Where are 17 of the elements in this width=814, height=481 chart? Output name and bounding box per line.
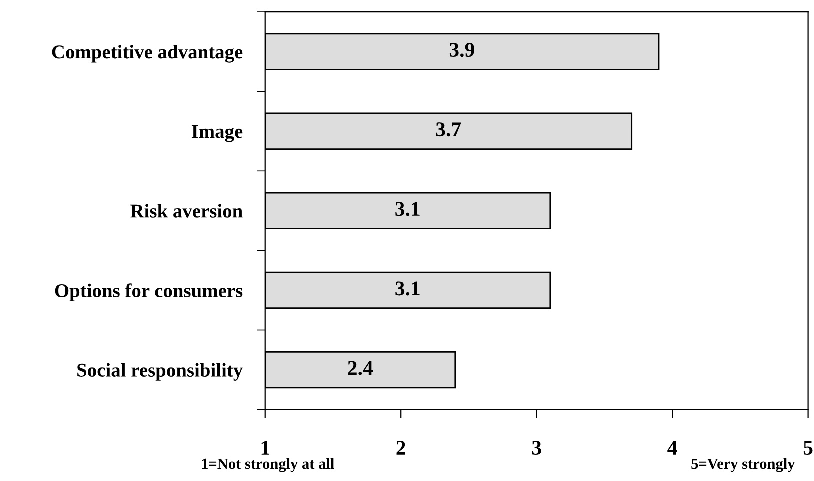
data-label: 3.1 <box>396 202 420 216</box>
x-tick-label: 4 <box>668 441 678 455</box>
x-tick-label: 2 <box>396 441 406 455</box>
y-tick-label: Risk aversion <box>130 204 243 218</box>
x-tick-label: 3 <box>532 441 542 456</box>
text: 5=Very strongly <box>692 458 796 472</box>
x-tick-label: 5 <box>804 441 813 456</box>
y-tick-label: Options for consumers <box>55 284 243 302</box>
y-tick-label: Competitive advantage <box>52 45 243 63</box>
y-tick-label: Social responsibility <box>78 363 243 381</box>
y-tick-label: Image <box>192 125 243 142</box>
data-label: 3.1 <box>396 282 420 296</box>
data-label: 2.4 <box>348 361 374 376</box>
text: 1=Not strongly at all <box>202 458 334 472</box>
data-label: 3.9 <box>450 43 474 58</box>
data-label: 3.7 <box>436 122 462 137</box>
x-tick-label: 1 <box>262 441 270 455</box>
